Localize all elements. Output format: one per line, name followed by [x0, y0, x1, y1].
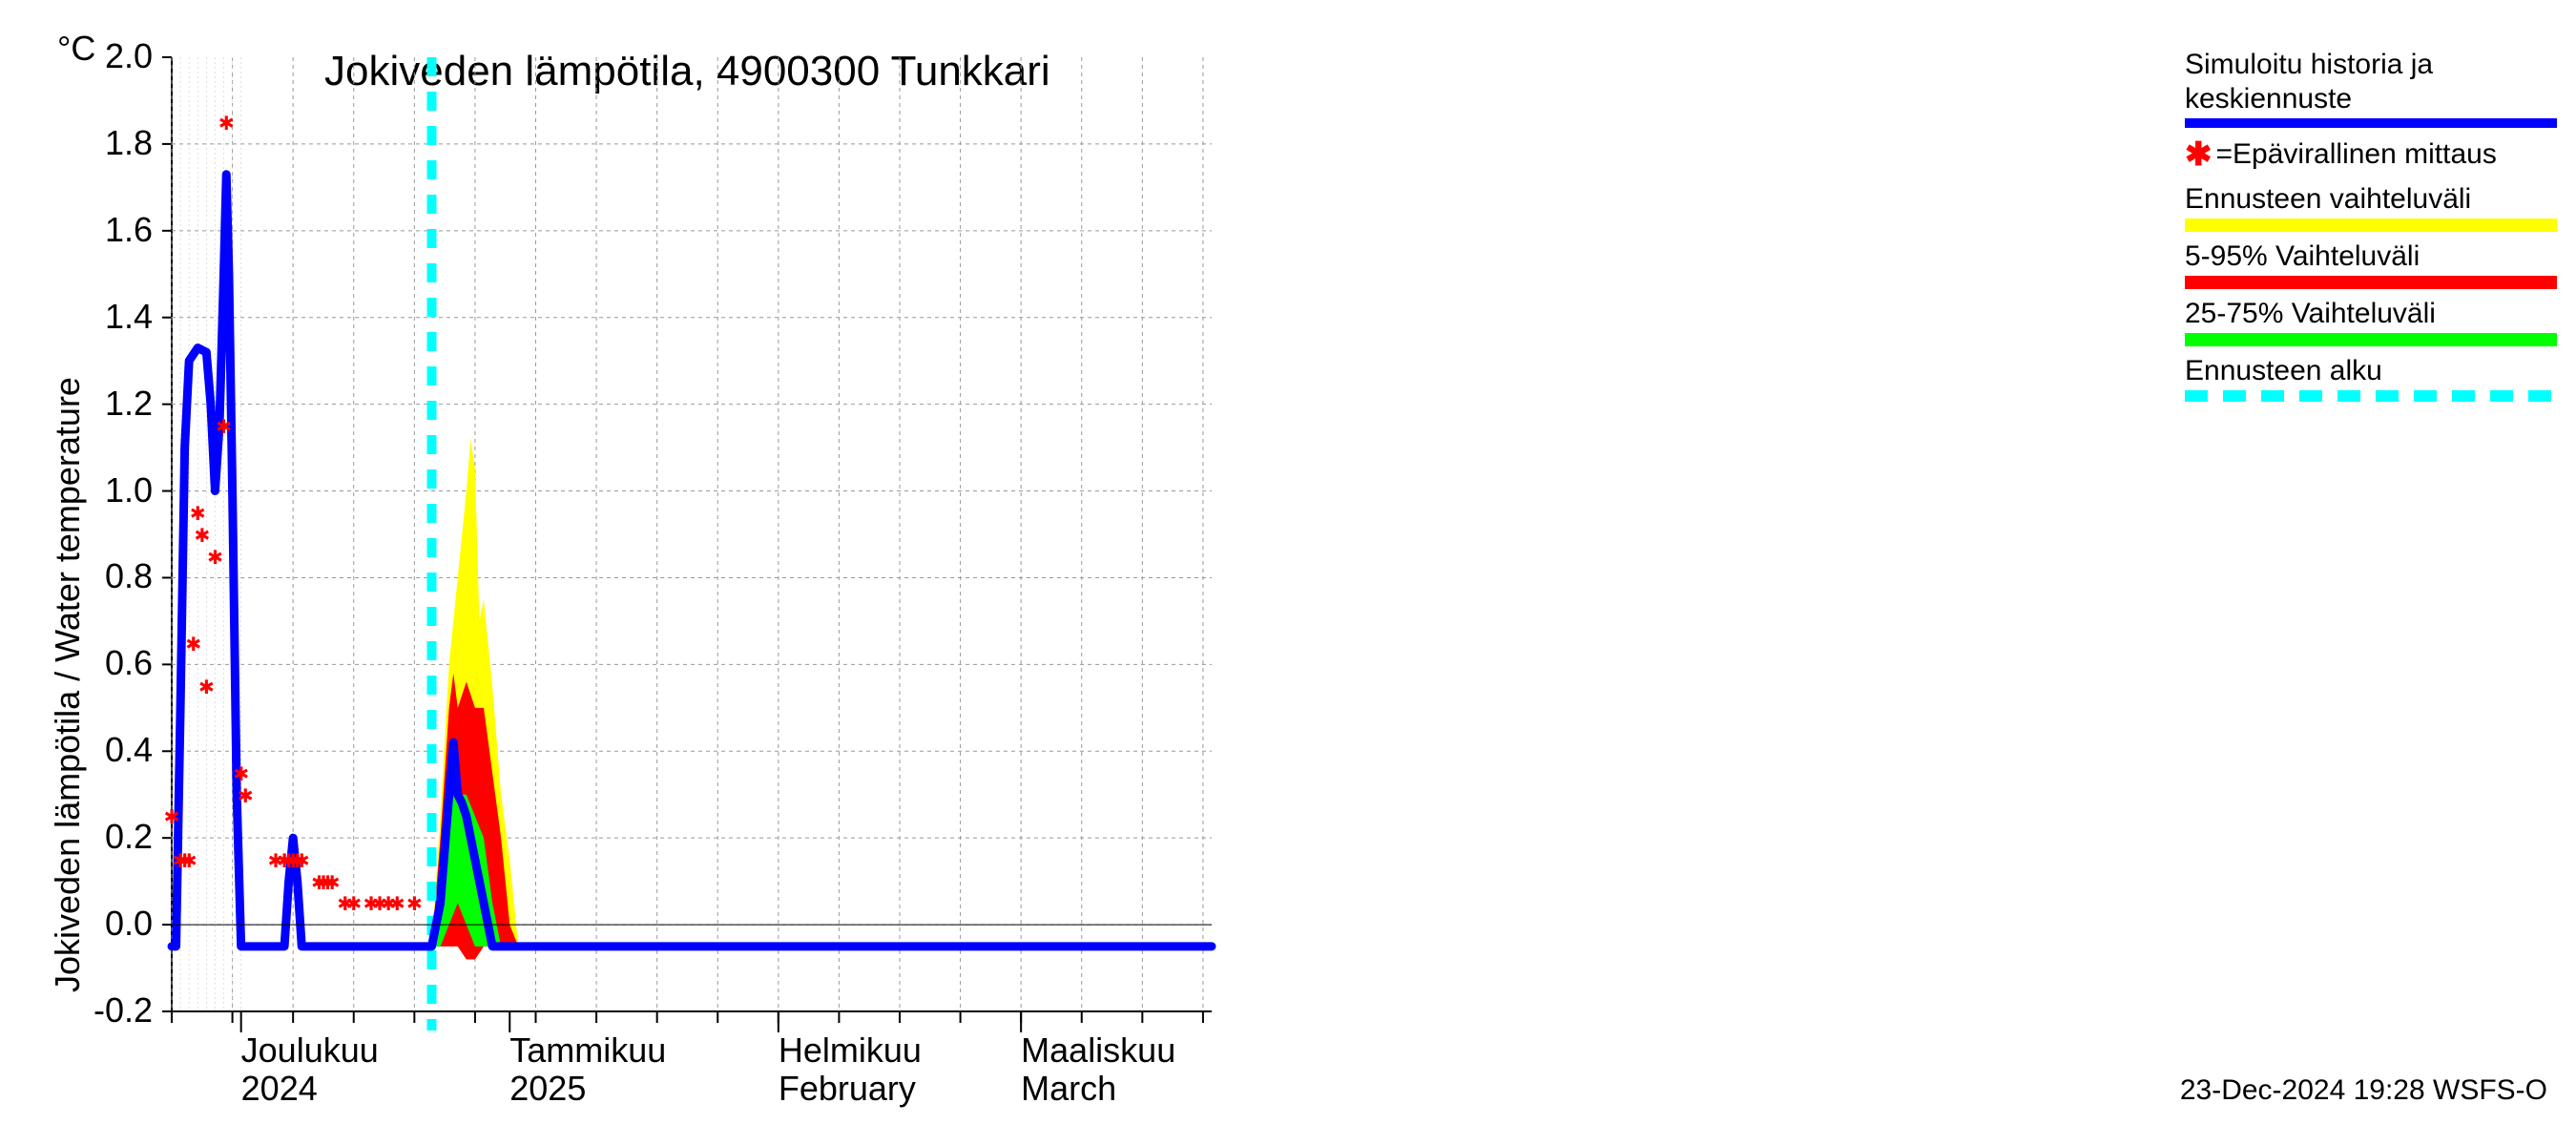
- footer-timestamp: 23-Dec-2024 19:28 WSFS-O: [2180, 1074, 2547, 1107]
- obs-marker-icon: ✱: [208, 542, 223, 571]
- legend-item-green: 25-75% Vaihteluväli: [2185, 297, 2557, 346]
- xtick-label: February: [779, 1069, 916, 1109]
- legend-label: Ennusteen vaihteluväli: [2185, 182, 2557, 217]
- xtick-label: 2024: [241, 1069, 318, 1109]
- ytick-label: 1.6: [76, 210, 153, 250]
- obs-marker-icon: ✱: [238, 781, 253, 809]
- xtick-label: 2025: [509, 1069, 586, 1109]
- ytick-label: 0.2: [76, 817, 153, 857]
- legend-item-red: 5-95% Vaihteluväli: [2185, 239, 2557, 289]
- chart-container: °C Jokiveden lämpötila / Water temperatu…: [0, 0, 2576, 1145]
- ytick-label: 1.4: [76, 297, 153, 337]
- obs-marker-icon: ✱: [294, 845, 309, 874]
- legend-swatch-band: [2185, 333, 2557, 346]
- legend-swatch-dash: [2185, 390, 2557, 402]
- legend-swatch-band: [2185, 276, 2557, 289]
- obs-marker-icon: ✱: [164, 802, 179, 830]
- xtick-label: Joulukuu: [241, 1030, 379, 1071]
- xtick-label: March: [1021, 1069, 1116, 1109]
- obs-marker-icon: ✱: [186, 629, 201, 657]
- obs-marker-icon: ✱: [218, 108, 234, 136]
- legend-label: 5-95% Vaihteluväli: [2185, 239, 2557, 274]
- obs-marker-icon: ✱: [346, 888, 362, 917]
- legend-label: 25-75% Vaihteluväli: [2185, 297, 2557, 331]
- ytick-label: 1.8: [76, 123, 153, 163]
- legend-label: keskiennuste: [2185, 82, 2557, 116]
- legend-marker-icon: ✱: [2185, 135, 2212, 175]
- ytick-label: 1.2: [76, 384, 153, 424]
- ytick-label: 2.0: [76, 36, 153, 76]
- obs-marker-icon: ✱: [407, 888, 423, 917]
- ytick-label: 0.0: [76, 904, 153, 944]
- ytick-label: 0.8: [76, 556, 153, 596]
- obs-marker-icon: ✱: [217, 411, 232, 440]
- legend-label: =Epävirallinen mittaus: [2216, 137, 2497, 172]
- obs-marker-icon: ✱: [181, 845, 197, 874]
- ytick-label: -0.2: [76, 990, 153, 1030]
- legend: Simuloitu historia ja keskiennuste ✱ =Ep…: [2185, 48, 2557, 409]
- obs-marker-icon: ✱: [199, 672, 215, 700]
- ytick-label: 0.4: [76, 730, 153, 770]
- legend-item-obs: ✱ =Epävirallinen mittaus: [2185, 135, 2557, 175]
- xtick-label: Tammikuu: [509, 1030, 666, 1071]
- ytick-label: 1.0: [76, 470, 153, 510]
- legend-swatch-line: [2185, 118, 2557, 128]
- ytick-label: 0.6: [76, 643, 153, 683]
- obs-marker-icon: ✱: [389, 888, 405, 917]
- legend-label: Simuloitu historia ja: [2185, 48, 2557, 82]
- legend-swatch-band: [2185, 219, 2557, 232]
- xtick-label: Maaliskuu: [1021, 1030, 1175, 1071]
- xtick-label: Helmikuu: [779, 1030, 922, 1071]
- legend-item-cyan: Ennusteen alku: [2185, 354, 2557, 402]
- legend-item-simulated: Simuloitu historia ja keskiennuste: [2185, 48, 2557, 128]
- legend-item-yellow: Ennusteen vaihteluväli: [2185, 182, 2557, 232]
- legend-label: Ennusteen alku: [2185, 354, 2557, 388]
